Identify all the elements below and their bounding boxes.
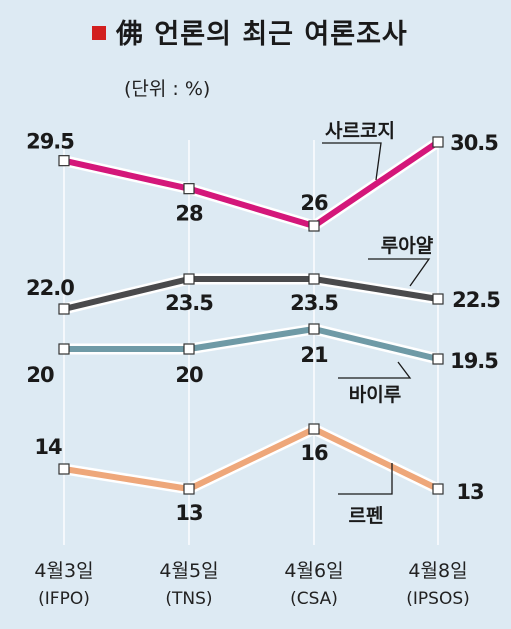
data-point-2-2 [308, 323, 320, 335]
data-label-1-0: 22.0 [26, 276, 74, 300]
data-point-3-0 [58, 463, 70, 475]
data-label-0-3: 30.5 [450, 131, 498, 155]
data-label-0-1: 28 [175, 202, 203, 226]
series-callout-line-1 [368, 258, 431, 287]
series-line-0 [63, 139, 440, 229]
series-line-3 [63, 426, 440, 492]
unit-label: (단위 : %) [124, 78, 211, 100]
series-name-2: 바이루 [349, 384, 401, 406]
data-point-3-1 [183, 483, 195, 495]
data-point-2-0 [58, 343, 70, 355]
data-label-2-2: 21 [300, 343, 328, 367]
series-name-3: 르펜 [349, 505, 384, 527]
series-name-0: 사르코지 [325, 120, 395, 142]
data-point-1-1 [183, 273, 195, 285]
data-label-3-1: 13 [175, 501, 202, 525]
data-label-2-1: 20 [175, 363, 203, 387]
data-point-0-0 [58, 155, 70, 167]
data-label-1-1: 23.5 [165, 291, 213, 315]
data-point-2-1 [183, 343, 195, 355]
data-point-1-3 [432, 293, 444, 305]
data-label-0-0: 29.5 [26, 130, 74, 154]
x-tick-date-2: 4월6일 [284, 560, 343, 582]
chart-title-text: 佛 언론의 최근 여론조사 [116, 19, 408, 50]
data-label-2-3: 19.5 [450, 349, 498, 373]
data-point-3-3 [432, 483, 444, 495]
x-tick-date-1: 4월5일 [159, 560, 218, 582]
data-label-0-2: 26 [300, 191, 328, 215]
series-line-1 [63, 276, 439, 312]
series-line-2 [64, 326, 439, 362]
x-tick-date-3: 4월8일 [408, 560, 467, 582]
data-label-3-0: 14 [34, 435, 62, 459]
data-point-0-2 [308, 220, 320, 232]
data-label-3-2: 16 [300, 441, 328, 465]
series-callout-line-3 [338, 463, 393, 495]
title-marker-icon [92, 26, 106, 40]
x-tick-source-0: (IFPO) [38, 589, 90, 609]
data-point-2-3 [432, 353, 444, 365]
series-callout-line-0 [322, 142, 382, 181]
chart-title: 佛 언론의 최근 여론조사 [92, 12, 408, 51]
data-point-1-2 [308, 273, 320, 285]
x-tick-source-2: (CSA) [290, 589, 338, 609]
data-point-0-3 [432, 136, 444, 148]
series-halo-0 [62, 137, 442, 232]
series-callout-line-2 [338, 361, 412, 379]
x-tick-source-3: (IPSOS) [406, 589, 470, 609]
data-point-0-1 [183, 183, 195, 195]
series-name-1: 루아얄 [381, 235, 434, 257]
data-label-3-3: 13 [456, 480, 483, 504]
x-tick-date-0: 4월3일 [34, 560, 93, 582]
data-label-1-3: 22.5 [452, 288, 500, 312]
data-label-2-0: 20 [26, 363, 54, 387]
data-label-1-2: 23.5 [290, 291, 338, 315]
x-tick-source-1: (TNS) [165, 589, 212, 609]
data-point-3-2 [308, 423, 320, 435]
data-point-1-0 [58, 303, 70, 315]
